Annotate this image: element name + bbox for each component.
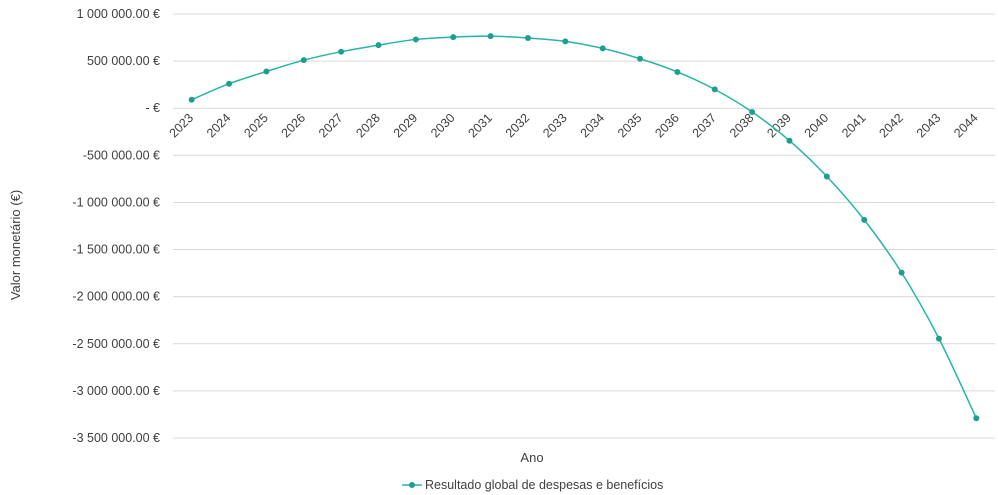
y-tick-label: -3 500 000.00 € <box>72 431 160 445</box>
legend-marker <box>409 482 415 488</box>
x-tick-label: 2035 <box>615 111 645 141</box>
y-tick-label: -1 000 000.00 € <box>72 195 160 209</box>
data-point <box>898 269 905 276</box>
y-tick-label: 500 000.00 € <box>87 54 160 68</box>
x-tick-label: 2024 <box>204 111 234 141</box>
x-tick-label: 2038 <box>727 111 757 141</box>
data-point <box>749 108 756 115</box>
y-tick-label: -500 000.00 € <box>83 148 160 162</box>
y-tick-label: -2 500 000.00 € <box>72 337 160 351</box>
x-tick-label: 2026 <box>279 111 309 141</box>
data-point <box>263 68 270 75</box>
data-point <box>973 415 980 422</box>
data-point <box>338 48 345 55</box>
x-tick-label: 2030 <box>428 111 458 141</box>
legend: Resultado global de despesas e benefício… <box>402 478 663 492</box>
data-point <box>823 173 830 180</box>
series-line <box>191 35 977 419</box>
data-point <box>562 38 569 45</box>
x-tick-label: 2027 <box>316 111 346 141</box>
data-point <box>711 86 718 93</box>
y-axis-label: Valor monetário (€) <box>8 190 23 300</box>
x-tick-label: 2037 <box>690 111 720 141</box>
data-point <box>450 34 457 41</box>
y-tick-label: -1 500 000.00 € <box>72 243 160 257</box>
x-tick-label: 2028 <box>353 111 383 141</box>
data-point <box>935 335 942 342</box>
x-tick-label: 2036 <box>652 111 682 141</box>
x-tick-label: 2031 <box>465 111 495 141</box>
y-tick-label: 1 000 000.00 € <box>77 7 160 21</box>
data-point <box>599 45 606 52</box>
y-tick-label: -3 000 000.00 € <box>72 384 160 398</box>
data-point <box>524 35 531 42</box>
data-point <box>226 80 233 87</box>
x-tick-label: 2033 <box>540 111 570 141</box>
x-tick-label: 2025 <box>241 111 271 141</box>
y-tick-label: -2 000 000.00 € <box>72 290 160 304</box>
x-tick-label: 2043 <box>914 111 944 141</box>
data-point <box>861 216 868 223</box>
series-points <box>188 33 980 422</box>
data-point <box>300 57 307 64</box>
y-tick-label: - € <box>145 101 160 115</box>
x-tick-label: 2023 <box>167 111 197 141</box>
x-tick-label: 2032 <box>503 111 533 141</box>
data-point <box>487 33 494 40</box>
data-point <box>786 137 793 144</box>
data-point <box>412 36 419 43</box>
x-tick-label: 2044 <box>951 111 981 141</box>
x-tick-label: 2041 <box>839 111 869 141</box>
x-axis-label: Ano <box>520 450 543 465</box>
x-tick-label: 2034 <box>578 111 608 141</box>
y-axis-ticks: 1 000 000.00 € 500 000.00 € - € -500 000.00… <box>72 7 160 445</box>
legend-entry: Resultado global de despesas e benefício… <box>425 478 663 492</box>
x-tick-label: 2039 <box>764 111 794 141</box>
x-tick-label: 2042 <box>876 111 906 141</box>
x-axis-ticks: 2023 2024 2025 2026 2027 2028 2029 2030 2031 2032… <box>167 111 981 141</box>
x-tick-label: 2040 <box>802 111 832 141</box>
data-point <box>375 42 382 49</box>
data-point <box>188 96 195 103</box>
data-point <box>637 55 644 62</box>
data-point <box>674 68 681 75</box>
x-tick-label: 2029 <box>391 111 421 141</box>
gridlines <box>173 13 995 439</box>
